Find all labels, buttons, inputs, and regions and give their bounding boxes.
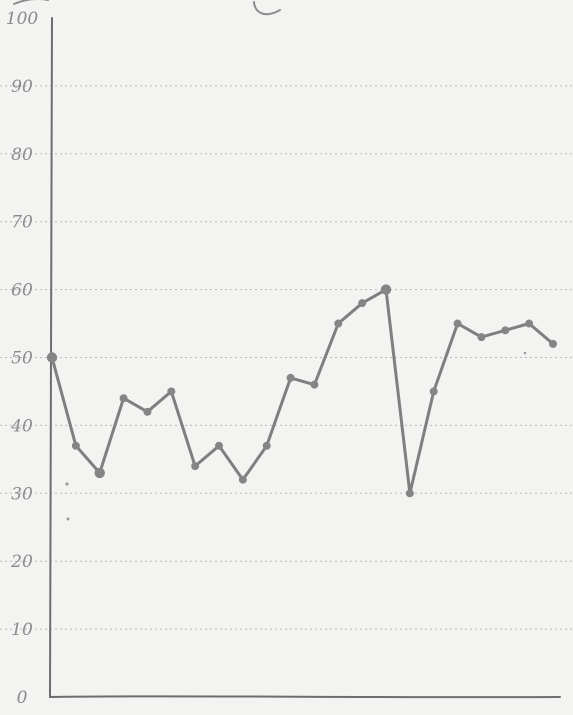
data-point-22 [549,339,557,348]
point-layer [46,284,557,498]
line-layer [50,288,555,495]
data-point-4 [119,394,128,403]
data-point-17 [429,387,438,396]
y-tick-label-20: 20 [10,552,33,572]
top-pencil-mark [13,0,49,5]
y-tick-label-90: 90 [11,77,33,97]
pencil-marks-layer [13,0,527,521]
data-point-14 [358,299,367,308]
data-point-5 [143,407,152,416]
data-point-21 [525,319,534,328]
data-point-3 [94,467,105,479]
y-tick-label-0: 0 [17,688,28,708]
x-axis [49,695,561,699]
data-point-7 [191,462,200,471]
data-point-9 [238,475,247,484]
data-point-15 [380,284,392,295]
paper-dot-1 [65,482,69,486]
data-point-1 [46,352,58,363]
data-point-11 [286,373,295,382]
y-tick-label-70: 70 [11,213,33,233]
data-point-2 [71,441,80,450]
grid-layer [0,85,573,630]
data-point-18 [453,319,462,328]
series-line [50,288,555,495]
data-point-13 [334,319,343,328]
y-tick-label-10: 10 [11,620,33,640]
y-tick-label-80: 80 [11,145,33,165]
data-point-20 [501,326,510,335]
top-curve-mark [253,1,281,16]
y-tick-label-30: 30 [11,484,33,504]
data-point-6 [167,387,176,396]
y-tick-label-60: 60 [11,281,33,301]
paper-dot-2 [66,517,70,521]
data-point-12 [310,380,319,389]
data-point-19 [477,333,486,342]
y-tick-label-40: 40 [10,416,33,436]
data-point-10 [262,441,271,450]
y-tick-label-100: 100 [6,9,39,29]
data-point-16 [405,489,414,498]
y-tick-label-50: 50 [11,349,33,369]
data-point-8 [215,441,223,450]
paper-dot-3 [523,351,527,355]
tick-layer: 0 10 20 30 40 50 60 70 80 90 100 [6,9,39,708]
